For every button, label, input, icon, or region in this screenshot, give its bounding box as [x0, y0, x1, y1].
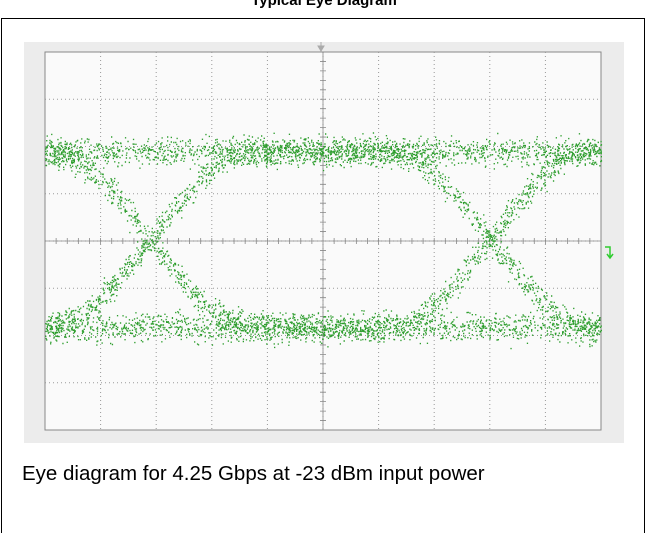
scope-screenshot [0, 0, 648, 533]
page: {"title": "Typical Eye Diagram", "captio… [0, 0, 648, 533]
figure-caption: Eye diagram for 4.25 Gbps at -23 dBm inp… [22, 462, 485, 486]
